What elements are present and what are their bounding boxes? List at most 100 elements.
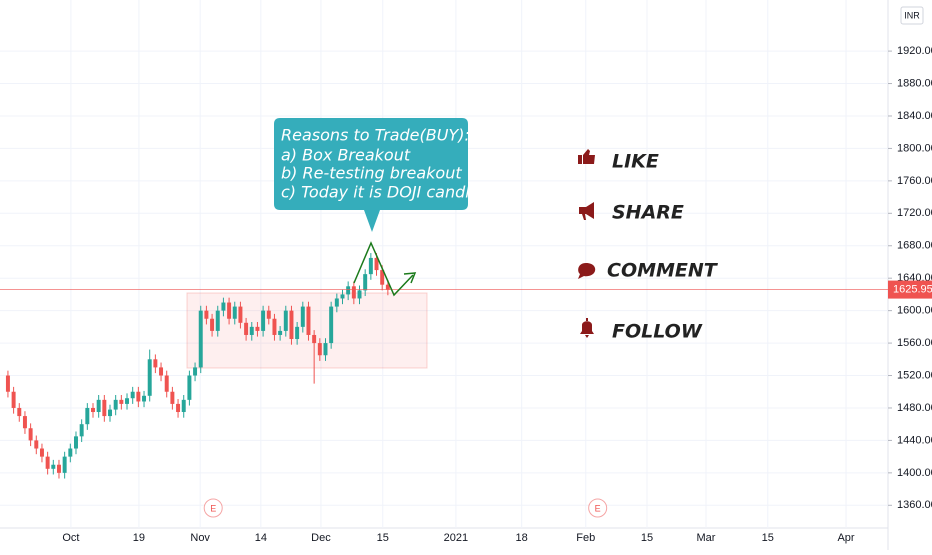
candle-body — [11, 391, 16, 408]
candle-body — [357, 290, 362, 299]
candle-body — [198, 310, 203, 368]
candle-body — [261, 310, 266, 331]
x-tick-label: 2021 — [444, 532, 468, 544]
candle-body — [170, 391, 175, 404]
candle-body — [255, 326, 260, 331]
event-marker — [203, 498, 223, 518]
candle-body — [278, 330, 283, 335]
candle-body — [329, 306, 334, 344]
candle-body — [385, 284, 390, 290]
callout-box — [274, 118, 468, 232]
y-tick-label: 1720.00 — [897, 207, 932, 219]
candle-body — [159, 367, 164, 376]
y-tick-label: 1600.00 — [897, 305, 932, 317]
candle-body — [193, 367, 198, 376]
action-label[interactable]: FOLLOW — [612, 321, 703, 343]
candle-body — [289, 310, 294, 340]
candle-body — [45, 456, 50, 469]
candle-body — [176, 403, 181, 413]
action-label[interactable]: LIKE — [612, 151, 659, 173]
candle-body — [79, 424, 84, 437]
y-tick-label: 1840.00 — [897, 110, 932, 122]
candle-body — [28, 428, 33, 441]
x-tick-label: Nov — [190, 532, 210, 544]
candle-body — [142, 395, 147, 402]
action-label[interactable]: SHARE — [612, 202, 684, 224]
candle-body — [346, 286, 351, 295]
candle-body — [62, 456, 67, 473]
candle-body — [244, 322, 249, 335]
candle-body — [266, 310, 271, 319]
candle-body — [340, 294, 345, 299]
x-tick-label: Oct — [62, 532, 79, 544]
candle-body — [323, 343, 328, 356]
candle-body — [221, 302, 226, 311]
callout-line: c) Today it is DOJI candle — [281, 183, 480, 202]
candle-body — [153, 359, 158, 368]
candle-body — [22, 416, 27, 429]
candle-body — [96, 399, 101, 413]
candle-body — [238, 306, 243, 323]
pattern-line — [353, 241, 414, 297]
candle-body — [74, 436, 78, 449]
candle-body — [39, 448, 44, 457]
candle-body — [102, 399, 107, 417]
candle-body — [34, 440, 39, 449]
candle-body — [272, 318, 277, 335]
candle-body — [374, 257, 379, 271]
y-tick-label: 1920.00 — [897, 45, 932, 57]
candle-body — [91, 407, 95, 413]
y-tick-label: 1400.00 — [897, 467, 932, 479]
candle-body — [164, 375, 169, 392]
candle-body — [249, 326, 254, 335]
candle-body — [17, 407, 22, 417]
y-tick-label: 1880.00 — [897, 77, 932, 89]
action-label[interactable]: COMMENT — [607, 260, 719, 282]
last-price-label: 1625.95 — [893, 283, 932, 295]
candle-body — [306, 306, 311, 335]
like-icon — [578, 149, 595, 164]
last-price-badge — [888, 280, 932, 299]
y-tick-label: 1800.00 — [897, 142, 932, 154]
currency-badge — [900, 6, 924, 25]
x-tick-label: Apr — [837, 532, 854, 544]
x-tick-label: Mar — [697, 532, 716, 544]
candle-body — [317, 343, 322, 356]
candle-body — [312, 334, 317, 344]
candle-body — [119, 399, 124, 404]
x-tick-label: 15 — [377, 532, 389, 544]
candle-body — [5, 375, 10, 392]
candle-body — [204, 310, 209, 319]
comment-icon — [578, 263, 596, 279]
y-tick-label: 1480.00 — [897, 402, 932, 414]
candle-body — [227, 302, 232, 319]
candle-body — [368, 257, 373, 275]
callout-line: a) Box Breakout — [281, 146, 411, 165]
follow-icon — [580, 318, 594, 338]
candle-body — [181, 399, 186, 413]
event-label: E — [595, 503, 601, 513]
candle-body — [363, 274, 368, 291]
candle-body — [85, 407, 90, 425]
share-icon — [579, 202, 594, 220]
candle-body — [295, 326, 300, 340]
y-tick-label: 1760.00 — [897, 175, 932, 187]
candle-body — [108, 409, 112, 417]
candle-body — [283, 310, 288, 331]
candle-body — [300, 306, 305, 327]
candle-body — [68, 448, 73, 457]
y-tick-label: 1440.00 — [897, 434, 932, 446]
candle-body — [113, 399, 118, 410]
candle-body — [147, 359, 152, 396]
arrow-head — [403, 272, 417, 284]
event-marker — [588, 498, 608, 518]
x-tick-label: 15 — [641, 532, 653, 544]
callout-line: Reasons to Trade(BUY): — [281, 126, 470, 145]
candle-body — [380, 270, 385, 285]
event-label: E — [210, 503, 216, 513]
x-tick-label: Feb — [576, 532, 595, 544]
candle-body — [187, 375, 192, 400]
x-tick-label: Dec — [311, 532, 331, 544]
